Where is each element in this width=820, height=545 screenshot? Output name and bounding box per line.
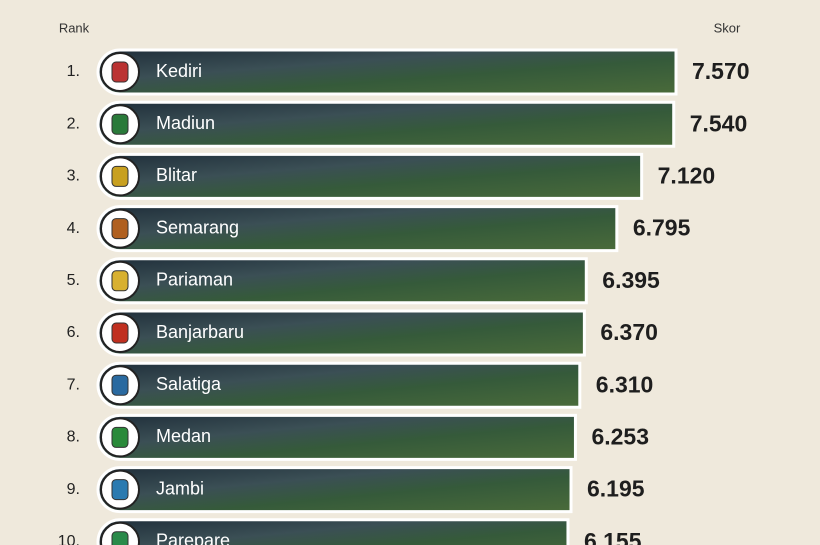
bar [96,518,570,545]
city-label: Salatiga [156,374,222,394]
logo-emblem [111,165,129,187]
score-label: 6.395 [602,267,660,293]
logo-emblem [111,322,129,344]
bar [96,205,619,253]
bar [96,48,678,96]
rank-label: 5. [67,272,80,289]
rank-label: 3. [67,168,80,185]
rank-label: 1. [67,63,80,80]
score-label: 6.370 [600,319,658,345]
logo-emblem [111,479,129,501]
score-label: 6.310 [596,371,654,397]
logo-emblem [111,374,129,396]
rank-label: 8. [67,429,80,446]
logo-emblem [111,426,129,448]
bar [96,413,577,461]
logo-emblem [111,61,129,83]
logo-emblem [111,270,129,292]
score-header: Skor [714,20,741,35]
logo-emblem [111,113,129,135]
city-label: Kediri [156,61,202,81]
rank-label: 10. [58,533,80,545]
rank-label: 9. [67,481,80,498]
bar [96,152,644,200]
city-label: Parepare [156,531,230,545]
bar [96,309,586,357]
score-label: 6.195 [587,476,645,502]
score-label: 7.540 [690,110,748,136]
score-label: 6.155 [584,528,642,545]
city-label: Medan [156,426,211,446]
bar [96,361,582,409]
score-label: 7.570 [692,58,750,84]
score-label: 6.253 [591,423,649,449]
bar [96,257,588,305]
city-label: Madiun [156,113,215,133]
city-label: Jambi [156,478,204,498]
bar [96,100,676,148]
city-label: Semarang [156,217,239,237]
score-label: 6.795 [633,215,691,241]
logo-emblem [111,531,129,545]
rank-label: 4. [67,220,80,237]
rank-label: 6. [67,324,80,341]
city-label: Blitar [156,165,197,185]
city-label: Banjarbaru [156,322,244,342]
logo-emblem [111,218,129,240]
bar [96,466,573,514]
rank-header: Rank [59,20,90,35]
rank-label: 7. [67,376,80,393]
city-label: Pariaman [156,270,233,290]
score-label: 7.120 [658,162,716,188]
rank-label: 2. [67,115,80,132]
